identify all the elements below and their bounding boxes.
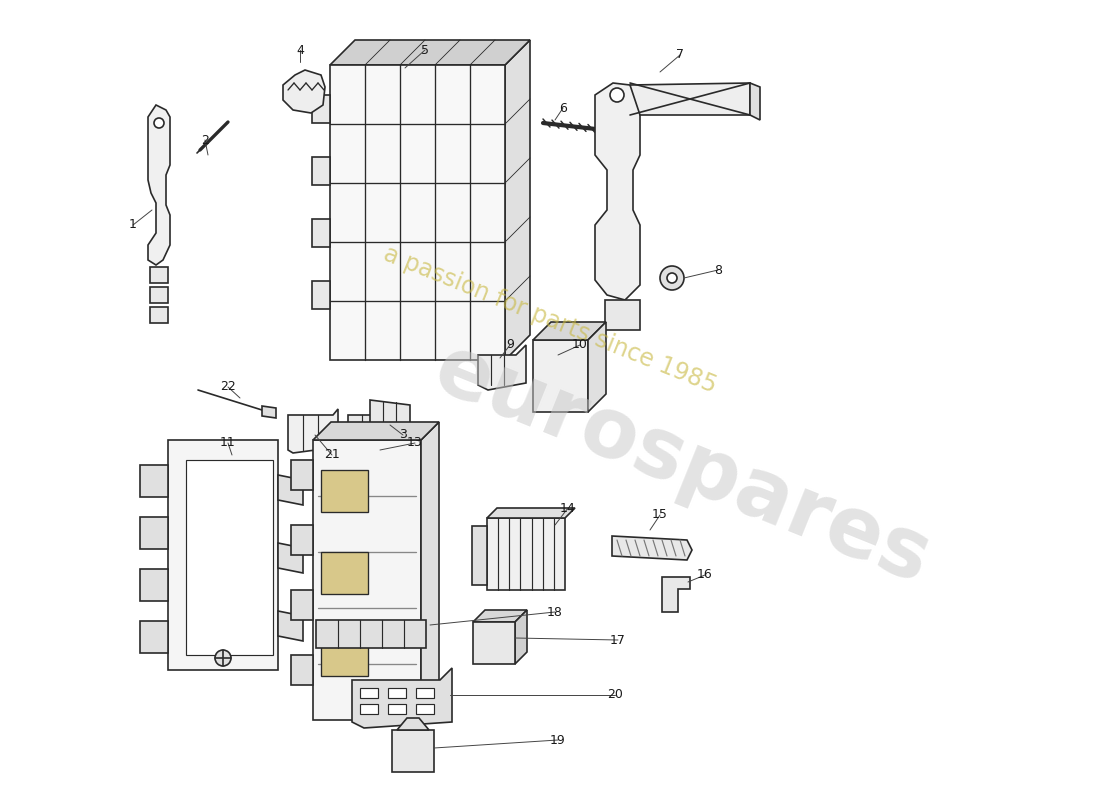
Polygon shape <box>312 281 330 309</box>
Polygon shape <box>534 340 588 412</box>
Polygon shape <box>140 517 168 549</box>
Polygon shape <box>478 345 526 390</box>
Polygon shape <box>278 543 303 573</box>
Text: 19: 19 <box>550 734 565 746</box>
Polygon shape <box>321 470 368 512</box>
Polygon shape <box>360 688 378 698</box>
Circle shape <box>154 118 164 128</box>
Polygon shape <box>472 526 487 585</box>
Circle shape <box>214 650 231 666</box>
Polygon shape <box>360 704 378 714</box>
Polygon shape <box>397 718 429 730</box>
Circle shape <box>667 273 676 283</box>
Polygon shape <box>534 322 606 340</box>
Text: 14: 14 <box>560 502 576 514</box>
Polygon shape <box>150 287 168 303</box>
Polygon shape <box>140 621 168 653</box>
Text: 21: 21 <box>324 449 340 462</box>
Polygon shape <box>316 620 426 648</box>
Text: 15: 15 <box>652 509 668 522</box>
Polygon shape <box>416 688 434 698</box>
Polygon shape <box>416 704 434 714</box>
Polygon shape <box>283 70 324 113</box>
Polygon shape <box>588 322 606 412</box>
Circle shape <box>610 88 624 102</box>
Polygon shape <box>392 730 434 772</box>
Text: 16: 16 <box>697 569 713 582</box>
Polygon shape <box>473 622 515 664</box>
Polygon shape <box>292 655 313 685</box>
Polygon shape <box>278 611 303 641</box>
Text: 5: 5 <box>421 43 429 57</box>
Text: 9: 9 <box>506 338 514 351</box>
Polygon shape <box>330 40 530 65</box>
Polygon shape <box>292 525 313 555</box>
Polygon shape <box>278 475 303 505</box>
Polygon shape <box>370 400 410 450</box>
Polygon shape <box>314 440 421 720</box>
Text: 4: 4 <box>296 43 304 57</box>
Polygon shape <box>352 668 452 728</box>
Polygon shape <box>330 65 505 360</box>
Polygon shape <box>321 634 368 676</box>
Polygon shape <box>186 460 273 655</box>
Text: 8: 8 <box>714 263 722 277</box>
Text: 2: 2 <box>201 134 209 146</box>
Text: 22: 22 <box>220 381 235 394</box>
Polygon shape <box>312 95 330 123</box>
Polygon shape <box>288 409 338 453</box>
Text: 11: 11 <box>220 437 235 450</box>
Polygon shape <box>505 40 530 360</box>
Text: 3: 3 <box>399 429 407 442</box>
Text: 10: 10 <box>572 338 587 351</box>
Polygon shape <box>292 460 313 490</box>
Polygon shape <box>312 219 330 247</box>
Text: a passion for parts since 1985: a passion for parts since 1985 <box>379 242 720 398</box>
Text: 6: 6 <box>559 102 566 114</box>
Polygon shape <box>612 536 692 560</box>
Polygon shape <box>750 83 760 120</box>
Polygon shape <box>388 688 406 698</box>
Polygon shape <box>168 440 278 670</box>
Polygon shape <box>140 465 168 497</box>
Polygon shape <box>630 83 750 115</box>
Polygon shape <box>487 508 575 518</box>
Circle shape <box>660 266 684 290</box>
Text: 18: 18 <box>547 606 563 618</box>
Polygon shape <box>610 121 625 139</box>
Polygon shape <box>262 406 276 418</box>
Text: 20: 20 <box>607 689 623 702</box>
Polygon shape <box>348 407 384 450</box>
Polygon shape <box>595 83 640 300</box>
Text: 7: 7 <box>676 49 684 62</box>
Polygon shape <box>150 267 168 283</box>
Polygon shape <box>388 704 406 714</box>
Polygon shape <box>148 105 170 265</box>
Polygon shape <box>421 422 439 720</box>
Polygon shape <box>662 577 690 612</box>
Polygon shape <box>487 518 565 590</box>
Polygon shape <box>515 610 527 664</box>
Text: 1: 1 <box>129 218 136 231</box>
Polygon shape <box>312 157 330 185</box>
Polygon shape <box>321 552 368 594</box>
Polygon shape <box>150 307 168 323</box>
Polygon shape <box>314 422 439 440</box>
Text: eurospares: eurospares <box>422 327 942 601</box>
Text: 13: 13 <box>407 437 422 450</box>
Polygon shape <box>292 590 313 620</box>
Polygon shape <box>473 610 527 622</box>
Polygon shape <box>605 300 640 330</box>
Polygon shape <box>140 569 168 601</box>
Text: 17: 17 <box>610 634 626 646</box>
